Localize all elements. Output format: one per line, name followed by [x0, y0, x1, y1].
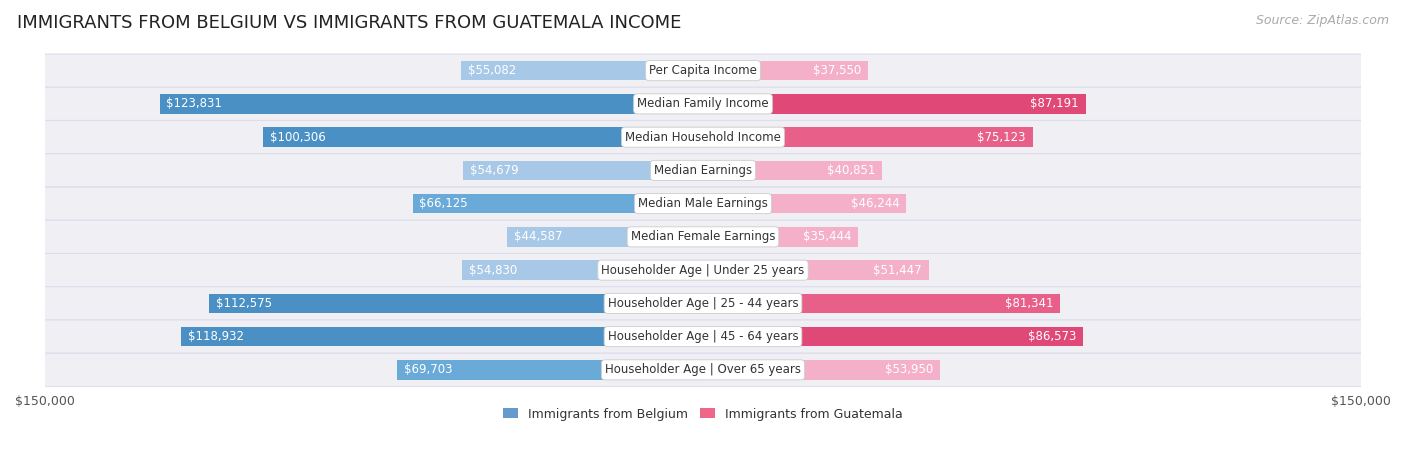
- Bar: [463, 261, 703, 280]
- Bar: [398, 360, 703, 380]
- Bar: [703, 61, 868, 80]
- Text: Per Capita Income: Per Capita Income: [650, 64, 756, 77]
- Text: Median Family Income: Median Family Income: [637, 98, 769, 110]
- Bar: [703, 161, 882, 180]
- FancyBboxPatch shape: [32, 187, 1374, 220]
- Text: $55,082: $55,082: [468, 64, 516, 77]
- Text: $46,244: $46,244: [851, 197, 900, 210]
- Text: Source: ZipAtlas.com: Source: ZipAtlas.com: [1256, 14, 1389, 27]
- Bar: [181, 327, 703, 346]
- Text: $75,123: $75,123: [977, 131, 1026, 144]
- Text: $100,306: $100,306: [270, 131, 325, 144]
- FancyBboxPatch shape: [32, 54, 1374, 87]
- Bar: [703, 294, 1060, 313]
- FancyBboxPatch shape: [32, 220, 1374, 254]
- Text: $40,851: $40,851: [827, 164, 876, 177]
- Bar: [703, 194, 905, 213]
- Text: $86,573: $86,573: [1028, 330, 1076, 343]
- Text: $53,950: $53,950: [884, 363, 934, 376]
- Text: Median Household Income: Median Household Income: [626, 131, 780, 144]
- Text: $118,932: $118,932: [188, 330, 243, 343]
- Bar: [703, 327, 1083, 346]
- Bar: [703, 94, 1085, 113]
- Text: $44,587: $44,587: [515, 230, 562, 243]
- Text: $35,444: $35,444: [803, 230, 852, 243]
- Bar: [703, 127, 1032, 147]
- FancyBboxPatch shape: [32, 254, 1374, 287]
- Bar: [463, 161, 703, 180]
- Text: $69,703: $69,703: [404, 363, 453, 376]
- Text: $54,679: $54,679: [470, 164, 519, 177]
- Bar: [703, 360, 939, 380]
- Text: $87,191: $87,191: [1031, 98, 1078, 110]
- Text: Median Male Earnings: Median Male Earnings: [638, 197, 768, 210]
- Bar: [413, 194, 703, 213]
- Text: Median Earnings: Median Earnings: [654, 164, 752, 177]
- Text: Median Female Earnings: Median Female Earnings: [631, 230, 775, 243]
- Text: $54,830: $54,830: [470, 264, 517, 276]
- FancyBboxPatch shape: [32, 120, 1374, 154]
- Text: Householder Age | Over 65 years: Householder Age | Over 65 years: [605, 363, 801, 376]
- Text: $51,447: $51,447: [873, 264, 922, 276]
- Text: $112,575: $112,575: [215, 297, 271, 310]
- FancyBboxPatch shape: [32, 87, 1374, 120]
- Text: Householder Age | 45 - 64 years: Householder Age | 45 - 64 years: [607, 330, 799, 343]
- Bar: [263, 127, 703, 147]
- Bar: [703, 227, 859, 247]
- Text: Householder Age | Under 25 years: Householder Age | Under 25 years: [602, 264, 804, 276]
- Text: $66,125: $66,125: [419, 197, 468, 210]
- FancyBboxPatch shape: [32, 353, 1374, 387]
- FancyBboxPatch shape: [32, 320, 1374, 353]
- Bar: [209, 294, 703, 313]
- FancyBboxPatch shape: [32, 154, 1374, 187]
- Text: $123,831: $123,831: [166, 98, 222, 110]
- Text: $37,550: $37,550: [813, 64, 860, 77]
- Text: Householder Age | 25 - 44 years: Householder Age | 25 - 44 years: [607, 297, 799, 310]
- Bar: [461, 61, 703, 80]
- Text: $81,341: $81,341: [1005, 297, 1053, 310]
- Bar: [160, 94, 703, 113]
- Bar: [508, 227, 703, 247]
- Legend: Immigrants from Belgium, Immigrants from Guatemala: Immigrants from Belgium, Immigrants from…: [498, 403, 908, 425]
- Text: IMMIGRANTS FROM BELGIUM VS IMMIGRANTS FROM GUATEMALA INCOME: IMMIGRANTS FROM BELGIUM VS IMMIGRANTS FR…: [17, 14, 682, 32]
- FancyBboxPatch shape: [32, 287, 1374, 320]
- Bar: [703, 261, 929, 280]
